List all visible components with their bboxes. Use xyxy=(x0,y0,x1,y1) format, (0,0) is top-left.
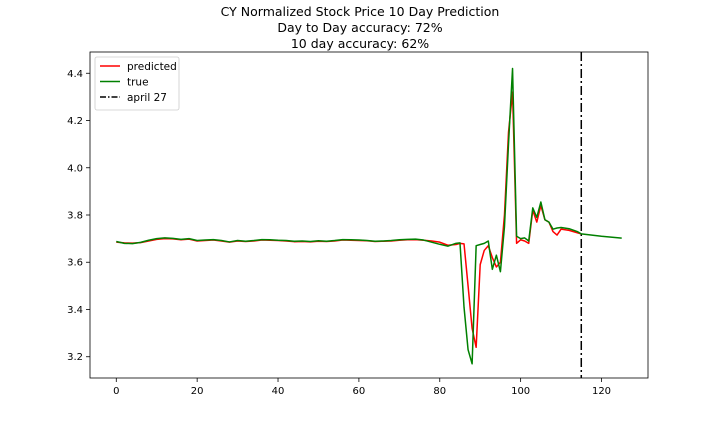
y-tick-label: 3.2 xyxy=(67,352,83,363)
legend-label-true: true xyxy=(127,77,149,89)
chart-subtitle-10day-accuracy: 10 day accuracy: 62% xyxy=(290,36,430,51)
y-axis: 3.2 3.4 3.6 3.8 4.0 4.2 4.4 xyxy=(67,69,90,363)
y-tick-label: 4.2 xyxy=(67,116,83,127)
series-line-true xyxy=(116,67,622,365)
x-tick-label: 60 xyxy=(353,386,366,397)
y-tick-label: 4.0 xyxy=(67,163,83,174)
x-tick-label: 80 xyxy=(433,386,446,397)
x-axis: 0 20 40 60 80 100 120 xyxy=(113,378,611,397)
x-tick-label: 0 xyxy=(113,386,119,397)
legend-label-predicted: predicted xyxy=(127,61,177,73)
x-tick-label: 120 xyxy=(592,386,611,397)
series-lines xyxy=(116,67,622,365)
y-tick-label: 3.4 xyxy=(67,305,83,316)
series-line-predicted xyxy=(116,91,582,349)
x-tick-label: 20 xyxy=(191,386,204,397)
x-tick-label: 100 xyxy=(511,386,530,397)
x-tick-label: 40 xyxy=(272,386,285,397)
chart-title: CY Normalized Stock Price 10 Day Predict… xyxy=(220,4,500,19)
y-tick-label: 4.4 xyxy=(67,69,83,80)
chart-subtitle-day-accuracy: Day to Day accuracy: 72% xyxy=(277,20,443,35)
y-tick-label: 3.6 xyxy=(67,258,83,269)
legend: predicted true april 27 xyxy=(94,56,180,111)
y-tick-label: 3.8 xyxy=(67,211,83,222)
legend-label-april-27: april 27 xyxy=(127,92,167,104)
